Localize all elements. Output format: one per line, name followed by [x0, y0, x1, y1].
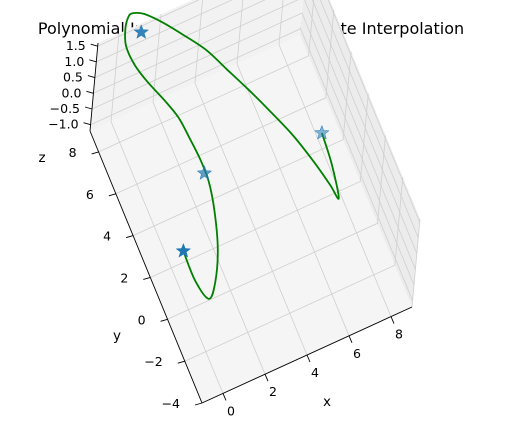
x-tick-mark	[264, 374, 269, 382]
grid-line-y	[132, 51, 352, 236]
grid-lines	[90, 0, 421, 404]
grid-line-x	[278, 0, 392, 317]
grid-line-z	[93, 0, 416, 270]
grid-line-z	[96, 0, 419, 239]
grid-line-x	[236, 0, 350, 336]
y-tick-mark	[177, 360, 185, 364]
z-tick-label: 0.5	[63, 70, 83, 85]
y-tick-mark	[91, 151, 99, 155]
interpolation-curve	[124, 11, 340, 300]
y-axis-label: y	[113, 328, 121, 344]
x-tick-label: 2	[269, 384, 277, 399]
y-tick-mark	[108, 193, 116, 197]
x-tick-label: 6	[353, 346, 361, 361]
grid-line-z	[90, 28, 413, 301]
data-point-star	[196, 165, 213, 180]
z-tick-mark	[84, 106, 93, 110]
grid-line-y	[115, 9, 335, 195]
data-point-star	[133, 24, 150, 39]
x-tick-mark	[390, 316, 395, 324]
y-axis-line	[89, 130, 203, 404]
y-tick-label: 6	[86, 187, 94, 202]
x-tick-label: 4	[311, 365, 319, 380]
grid-line-z	[97, 0, 421, 223]
axis-panes	[90, 0, 420, 403]
x-tick-label: 8	[395, 327, 403, 342]
x-tick-label: 0	[227, 403, 235, 418]
y-tick-label: 4	[103, 229, 111, 244]
z-tick-label: −1.0	[48, 117, 78, 132]
grid-line-x	[110, 33, 224, 394]
z-tick-label: −0.5	[50, 101, 80, 116]
x-tick-mark	[348, 335, 353, 343]
y-tick-label: 8	[69, 145, 77, 160]
y-tick-label: −4	[162, 396, 180, 411]
grid-line-x	[152, 14, 266, 375]
y-tick-mark	[125, 235, 134, 239]
z-tick-mark	[90, 43, 98, 47]
tick-labels: 0 2 4 6 8 −4 −2 0 2 4 6 8 −1.0−0.50.00.51.01.5	[48, 38, 403, 418]
data-points-layer	[133, 24, 330, 258]
z-tick-mark	[83, 122, 91, 126]
grid-line-z	[94, 0, 418, 254]
z-tick-mark	[87, 75, 95, 79]
data-point-star	[314, 124, 330, 140]
y-tick-mark	[160, 318, 168, 322]
y-tick-label: 2	[120, 270, 128, 285]
x-axis-label: x	[323, 394, 331, 410]
interpolation-curve-layer	[124, 11, 340, 300]
z-tick-label: 1.5	[66, 38, 86, 53]
z-axis-line	[89, 42, 99, 132]
grid-line-y	[167, 135, 386, 320]
grid-line-z	[91, 12, 415, 286]
z-axis-label: z	[38, 150, 45, 166]
z-tick-label: 0.0	[62, 85, 82, 100]
data-point-star	[175, 242, 192, 258]
z-tick-label: 1.0	[64, 54, 84, 69]
z-tick-mark	[89, 59, 97, 63]
y-tick-mark	[194, 402, 203, 406]
x-tick-mark	[306, 354, 311, 363]
z-tick-mark	[86, 90, 94, 94]
y-tick-label: 0	[138, 312, 146, 327]
x-tick-mark	[222, 393, 227, 401]
grid-line-x	[194, 0, 308, 356]
grid-line-y	[184, 177, 404, 362]
grid-line-y	[98, 0, 315, 153]
y-tick-label: −2	[144, 354, 162, 369]
y-tick-mark	[143, 277, 151, 280]
grid-line-y	[150, 93, 369, 278]
